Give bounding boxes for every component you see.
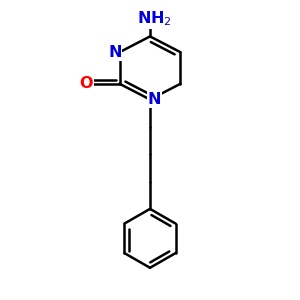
Text: NH$_2$: NH$_2$ [136,9,171,28]
Text: N: N [148,92,161,107]
Text: O: O [80,76,93,91]
Text: N: N [108,45,122,60]
